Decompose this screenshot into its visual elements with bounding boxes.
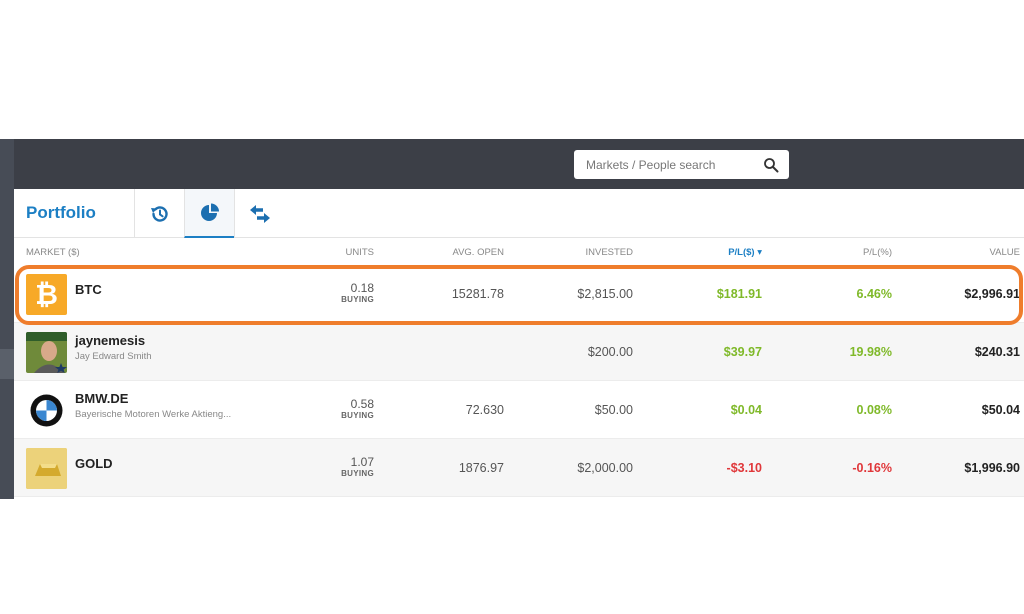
column-pl-usd-label: P/L($) — [728, 247, 755, 258]
search-icon[interactable] — [763, 157, 779, 173]
sort-caret-icon: ▾ — [757, 247, 762, 258]
pl-usd-value: $0.04 — [730, 403, 762, 417]
page-title[interactable]: Portfolio — [26, 203, 96, 222]
portfolio-panel: Portfolio — [14, 189, 1024, 499]
position-value: $240.31 — [974, 345, 1020, 359]
history-icon — [150, 205, 168, 222]
invested-value: $200.00 — [587, 345, 633, 359]
column-avg-open[interactable]: AVG. OPEN — [452, 247, 504, 258]
column-pl-usd[interactable]: P/L($) ▾ — [728, 247, 762, 258]
avg-open-value: 72.630 — [465, 403, 504, 417]
top-bar — [0, 139, 1024, 189]
position-value: $2,996.91 — [964, 287, 1020, 301]
pl-pct-value: -0.16% — [852, 461, 892, 475]
pl-pct-value: 19.98% — [849, 345, 892, 359]
gold-bar-icon — [26, 448, 67, 489]
invested-value: $50.00 — [594, 403, 633, 417]
pl-usd-value: $39.97 — [723, 345, 762, 359]
pl-usd-value: -$3.10 — [726, 461, 762, 475]
table-header: MARKET ($) UNITS AVG. OPEN INVESTED P/L(… — [14, 239, 1024, 263]
column-invested[interactable]: INVESTED — [585, 247, 633, 258]
units-value: 0.58 BUYING — [341, 397, 374, 421]
table-row[interactable]: GOLD 1.07 BUYING 1876.97 $2,000.00 -$3.10… — [14, 439, 1024, 497]
column-pl-pct[interactable]: P/L(%) — [862, 247, 892, 258]
transfer-arrows-icon — [249, 204, 270, 223]
instrument-name[interactable]: GOLD — [75, 456, 113, 471]
units-amount: 0.18 — [350, 281, 374, 295]
sidebar-marker — [0, 349, 14, 379]
pl-pct-value: 0.08% — [856, 403, 892, 417]
trader-full-name: Jay Edward Smith — [75, 351, 152, 362]
portfolio-tabs: Portfolio — [14, 189, 1024, 238]
units-amount: 1.07 — [350, 455, 374, 469]
table-row[interactable]: ₿ BTC 0.18 BUYING 15281.78 $2,815.00 $181… — [14, 265, 1024, 323]
bitcoin-logo-icon: ₿ — [26, 274, 67, 315]
units-value: 1.07 BUYING — [341, 455, 374, 479]
search-input[interactable] — [574, 150, 759, 179]
tab-allocation[interactable] — [184, 189, 234, 238]
avg-open-value: 1876.97 — [458, 461, 504, 475]
column-value[interactable]: VALUE — [989, 247, 1020, 258]
tab-history[interactable] — [134, 189, 184, 238]
bmw-logo-icon — [26, 390, 67, 431]
pie-chart-icon — [200, 203, 219, 221]
pl-usd-value: $181.91 — [716, 287, 762, 301]
position-value: $1,996.90 — [964, 461, 1020, 475]
table-row[interactable]: BMW.DE Bayerische Motoren Werke Aktieng.… — [14, 381, 1024, 439]
avatar — [26, 332, 67, 373]
pl-pct-value: 6.46% — [856, 287, 892, 301]
position-value: $50.04 — [981, 403, 1020, 417]
units-value: 0.18 BUYING — [341, 281, 374, 305]
instrument-name[interactable]: BMW.DE — [75, 391, 129, 406]
avg-open-value: 15281.78 — [451, 287, 504, 301]
column-units[interactable]: UNITS — [345, 247, 375, 258]
units-direction: BUYING — [341, 411, 374, 420]
table-row[interactable]: jaynemesis Jay Edward Smith $200.00 $39.… — [14, 323, 1024, 381]
units-amount: 0.58 — [350, 397, 374, 411]
column-market[interactable]: MARKET ($) — [26, 247, 80, 258]
units-direction: BUYING — [341, 469, 374, 478]
invested-value: $2,000.00 — [577, 461, 633, 475]
instrument-name[interactable]: BTC — [75, 282, 102, 297]
invested-value: $2,815.00 — [577, 287, 633, 301]
tab-transfers[interactable] — [234, 189, 284, 238]
instrument-full-name: Bayerische Motoren Werke Aktieng... — [75, 409, 232, 420]
left-sidebar — [0, 139, 14, 499]
trader-name[interactable]: jaynemesis — [75, 333, 146, 348]
svg-text:₿: ₿ — [35, 278, 58, 311]
units-direction: BUYING — [341, 295, 374, 304]
search-box[interactable] — [574, 150, 789, 179]
app-window: Portfolio — [0, 139, 1024, 499]
